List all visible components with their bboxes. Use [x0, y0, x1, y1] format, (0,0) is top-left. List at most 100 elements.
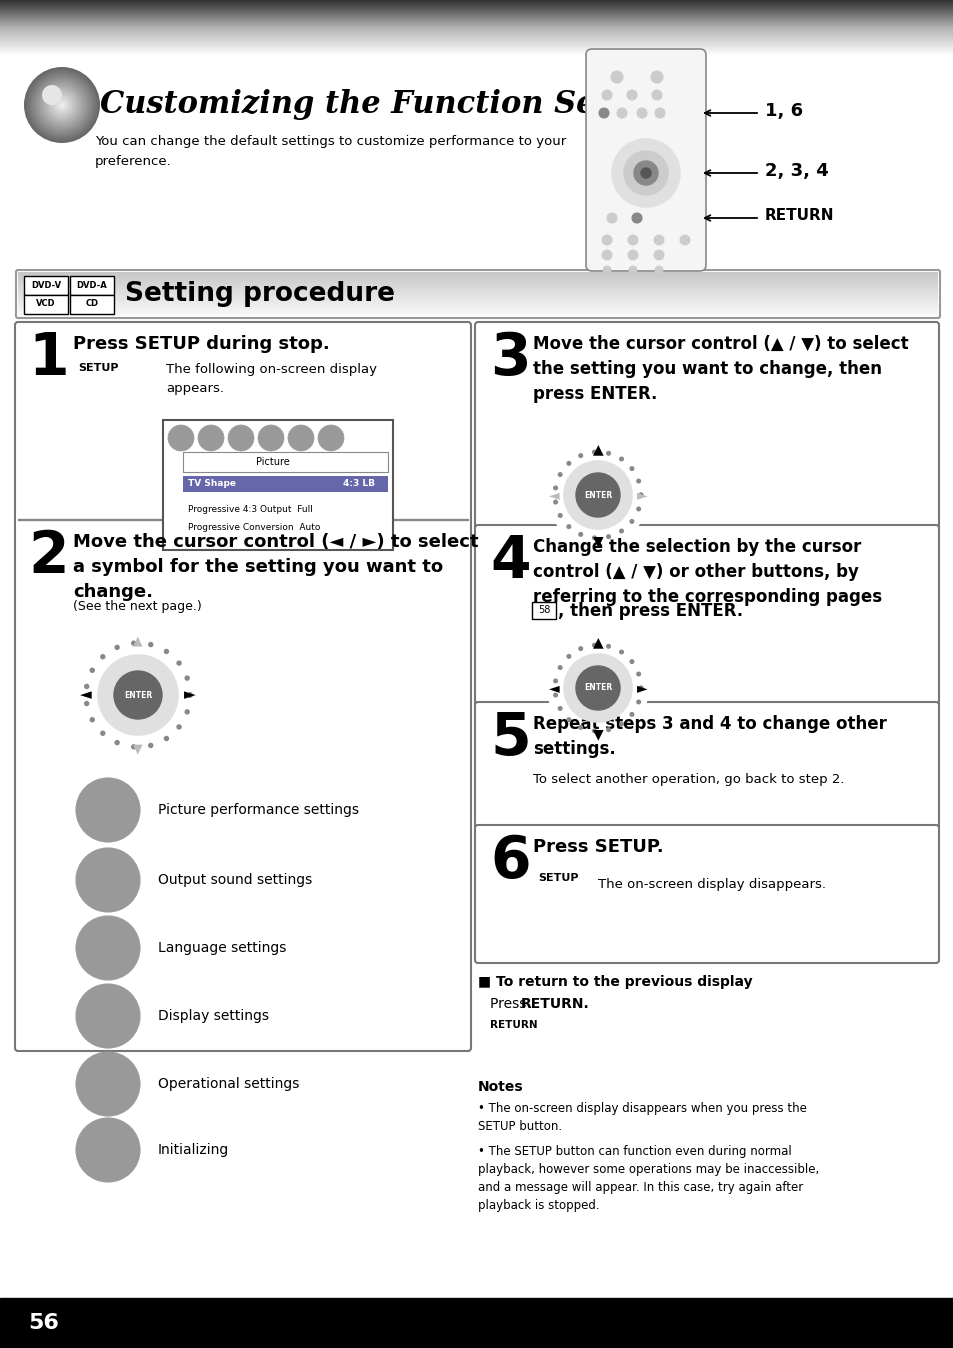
FancyBboxPatch shape: [183, 452, 388, 472]
Text: To select another operation, go back to step 2.: To select another operation, go back to …: [533, 772, 843, 786]
Circle shape: [257, 425, 284, 452]
Text: TV Shape: TV Shape: [188, 480, 235, 488]
Circle shape: [617, 108, 626, 119]
Circle shape: [602, 266, 610, 274]
Circle shape: [619, 650, 622, 654]
Circle shape: [606, 213, 617, 222]
Circle shape: [630, 466, 633, 470]
Circle shape: [679, 235, 689, 245]
Circle shape: [612, 139, 679, 208]
Circle shape: [35, 78, 89, 132]
Circle shape: [553, 500, 557, 504]
Circle shape: [36, 80, 88, 131]
Circle shape: [598, 108, 608, 119]
Circle shape: [563, 461, 631, 528]
Circle shape: [553, 679, 557, 682]
Circle shape: [639, 686, 642, 690]
Text: Progressive 4:3 Output  Full: Progressive 4:3 Output Full: [188, 506, 313, 515]
Text: RETURN: RETURN: [764, 209, 834, 224]
Text: The on-screen display disappears.: The on-screen display disappears.: [598, 878, 825, 891]
Circle shape: [563, 654, 631, 723]
Text: ►: ►: [636, 488, 647, 501]
Circle shape: [592, 537, 596, 539]
Circle shape: [188, 693, 192, 697]
Circle shape: [50, 93, 74, 117]
Circle shape: [54, 97, 70, 113]
Text: 1: 1: [28, 330, 69, 387]
Circle shape: [637, 673, 639, 675]
Text: Picture performance settings: Picture performance settings: [158, 803, 358, 817]
Circle shape: [45, 88, 79, 123]
Circle shape: [655, 266, 662, 274]
Circle shape: [76, 778, 140, 842]
Text: VCD: VCD: [36, 299, 56, 309]
Circle shape: [558, 706, 561, 710]
Circle shape: [34, 77, 90, 133]
Text: 3: 3: [490, 330, 530, 387]
Text: • The on-screen display disappears when you press the
SETUP button.: • The on-screen display disappears when …: [477, 1103, 806, 1134]
Circle shape: [627, 235, 638, 245]
Text: Initializing: Initializing: [158, 1143, 229, 1157]
FancyBboxPatch shape: [475, 825, 938, 962]
Circle shape: [592, 729, 596, 733]
Circle shape: [58, 101, 66, 109]
Circle shape: [24, 67, 100, 143]
Circle shape: [317, 425, 344, 452]
Circle shape: [639, 493, 642, 497]
Text: 1, 6: 1, 6: [764, 102, 802, 120]
Text: CD: CD: [86, 299, 98, 309]
Circle shape: [592, 450, 596, 454]
Circle shape: [85, 701, 89, 705]
FancyBboxPatch shape: [70, 276, 113, 295]
Circle shape: [566, 461, 570, 465]
Circle shape: [539, 900, 576, 936]
Circle shape: [46, 89, 78, 121]
Circle shape: [558, 514, 561, 518]
Circle shape: [149, 743, 152, 747]
Circle shape: [76, 1117, 140, 1182]
Circle shape: [98, 655, 178, 735]
Circle shape: [592, 643, 596, 647]
Circle shape: [80, 638, 195, 754]
Circle shape: [639, 493, 642, 497]
Circle shape: [115, 646, 119, 650]
Text: ▲: ▲: [592, 442, 602, 456]
Text: 56: 56: [28, 1313, 59, 1333]
Circle shape: [566, 524, 570, 528]
Circle shape: [101, 731, 105, 735]
Text: RETURN: RETURN: [490, 1020, 537, 1030]
Circle shape: [53, 96, 71, 115]
Circle shape: [185, 710, 189, 714]
Text: ▼: ▼: [133, 743, 143, 755]
Circle shape: [627, 249, 638, 260]
Circle shape: [654, 249, 663, 260]
Circle shape: [553, 693, 557, 697]
Circle shape: [101, 655, 105, 659]
FancyBboxPatch shape: [70, 295, 113, 314]
Text: ►: ►: [636, 681, 647, 696]
Circle shape: [177, 661, 181, 665]
Circle shape: [610, 71, 622, 84]
Circle shape: [578, 454, 582, 457]
Circle shape: [40, 84, 84, 127]
Circle shape: [177, 725, 181, 729]
Circle shape: [566, 718, 570, 721]
Circle shape: [619, 457, 622, 461]
Circle shape: [558, 666, 561, 670]
Text: ▲: ▲: [592, 635, 602, 648]
Circle shape: [76, 984, 140, 1047]
Text: ▲: ▲: [133, 635, 143, 647]
Text: Display settings: Display settings: [158, 1010, 269, 1023]
FancyBboxPatch shape: [15, 322, 471, 1051]
Text: ENTER: ENTER: [583, 491, 612, 500]
Circle shape: [42, 85, 82, 125]
Circle shape: [495, 1042, 531, 1078]
Circle shape: [547, 638, 647, 737]
Text: 58: 58: [537, 605, 550, 615]
Circle shape: [42, 85, 62, 105]
Text: 6: 6: [490, 833, 530, 890]
Text: Repeat steps 3 and 4 to change other
settings.: Repeat steps 3 and 4 to change other set…: [533, 714, 886, 758]
Circle shape: [578, 725, 582, 729]
Text: Change the selection by the cursor
control (▲ / ▼) or other buttons, by
referrin: Change the selection by the cursor contr…: [533, 538, 882, 607]
FancyBboxPatch shape: [532, 603, 556, 619]
